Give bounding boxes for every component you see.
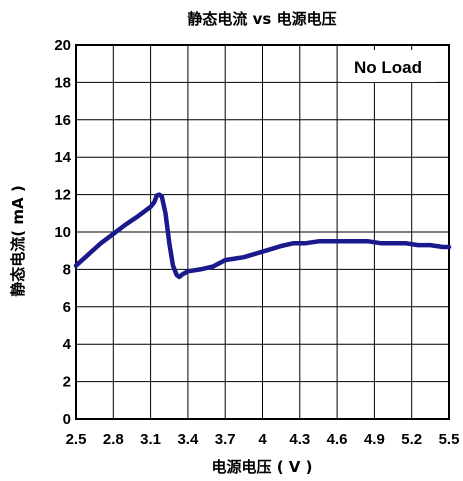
plot-frame [75, 44, 450, 420]
chart-title: 静态电流 vs 电源电压 [187, 10, 336, 28]
x-tick-label: 5.2 [401, 431, 422, 448]
y-tick-label: 2 [63, 374, 71, 391]
y-axis-label: 静态电流( mA ) [9, 185, 27, 296]
annotation-text: No Load [354, 58, 422, 77]
x-tick-label: 5.5 [439, 431, 460, 448]
y-tick-label: 4 [63, 336, 72, 353]
horizontal-gridlines [76, 81, 449, 383]
x-tick-label: 4 [258, 431, 267, 448]
x-axis-label: 电源电压 ( V ) [212, 458, 313, 476]
x-tick-label: 4.9 [364, 431, 385, 448]
y-tick-label: 18 [54, 74, 71, 91]
no-load-annotation: No Load [341, 50, 437, 82]
y-tick-labels: 0 2 4 6 8 10 12 14 16 18 20 [54, 37, 71, 428]
y-tick-label: 14 [54, 149, 71, 166]
y-tick-label: 6 [63, 299, 71, 316]
x-tick-label: 2.8 [103, 431, 124, 448]
y-tick-label: 10 [54, 224, 71, 241]
x-tick-label: 3.4 [177, 431, 199, 448]
annotation-background [341, 50, 437, 82]
x-tick-label: 4.3 [289, 431, 310, 448]
x-tick-label: 4.6 [327, 431, 348, 448]
x-tick-label: 3.7 [215, 431, 236, 448]
x-tick-label: 3.1 [140, 431, 161, 448]
y-tick-label: 8 [63, 261, 71, 278]
y-tick-label: 12 [54, 187, 71, 204]
y-tick-label: 0 [63, 411, 71, 428]
y-tick-label: 16 [54, 112, 71, 129]
x-tick-label: 2.5 [66, 431, 87, 448]
series-line [73, 192, 452, 280]
x-tick-labels: 2.5 2.8 3.1 3.4 3.7 4 4.3 4.6 4.9 5.2 5.5 [66, 431, 460, 448]
y-tick-label: 20 [54, 37, 71, 54]
